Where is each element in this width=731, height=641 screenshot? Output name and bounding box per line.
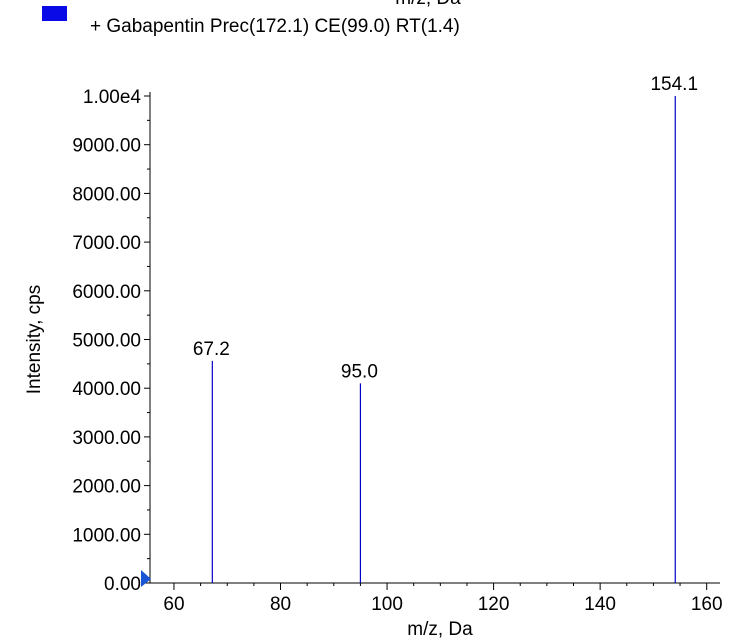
y-tick-label: 9000.00	[72, 136, 141, 157]
y-tick-label: 1.00e4	[83, 87, 142, 108]
cursor-marker[interactable]	[141, 570, 151, 587]
y-axis-label: Intensity, cps	[24, 285, 45, 394]
legend-swatch	[42, 6, 67, 21]
x-tick-label: 140	[584, 594, 616, 615]
y-tick-label: 8000.00	[72, 184, 141, 205]
y-tick-label: 0.00	[104, 574, 141, 595]
y-tick-label: 6000.00	[72, 282, 141, 303]
peaks: 67.2 95.0 154.1	[193, 74, 698, 583]
x-tick-label: 160	[691, 594, 723, 615]
peak-label: 95.0	[341, 361, 378, 382]
y-tick-label: 7000.00	[72, 233, 141, 254]
peak-label: 154.1	[650, 74, 698, 95]
x-tick-label: 100	[371, 594, 403, 615]
x-axis-ticks: 60 80 100 120 140 160	[163, 583, 723, 615]
y-axis-ticks: 0.00 1000.00 2000.00 3000.00 4000.00 5000.00 6…	[72, 87, 150, 595]
x-tick-label: 80	[270, 594, 291, 615]
y-tick-label: 2000.00	[72, 477, 141, 498]
y-tick-label: 5000.00	[72, 331, 141, 352]
x-tick-label: 120	[478, 594, 510, 615]
x-axis-label: m/z, Da	[407, 619, 473, 640]
cropped-axis-label: m/z, Da	[395, 0, 461, 9]
peak-label: 67.2	[193, 339, 230, 360]
axes	[149, 92, 720, 584]
legend-label: + Gabapentin Prec(172.1) CE(99.0) RT(1.4…	[90, 16, 460, 37]
y-tick-label: 1000.00	[72, 525, 141, 546]
y-tick-label: 3000.00	[72, 428, 141, 449]
x-tick-label: 60	[163, 594, 184, 615]
y-tick-label: 4000.00	[72, 379, 141, 400]
